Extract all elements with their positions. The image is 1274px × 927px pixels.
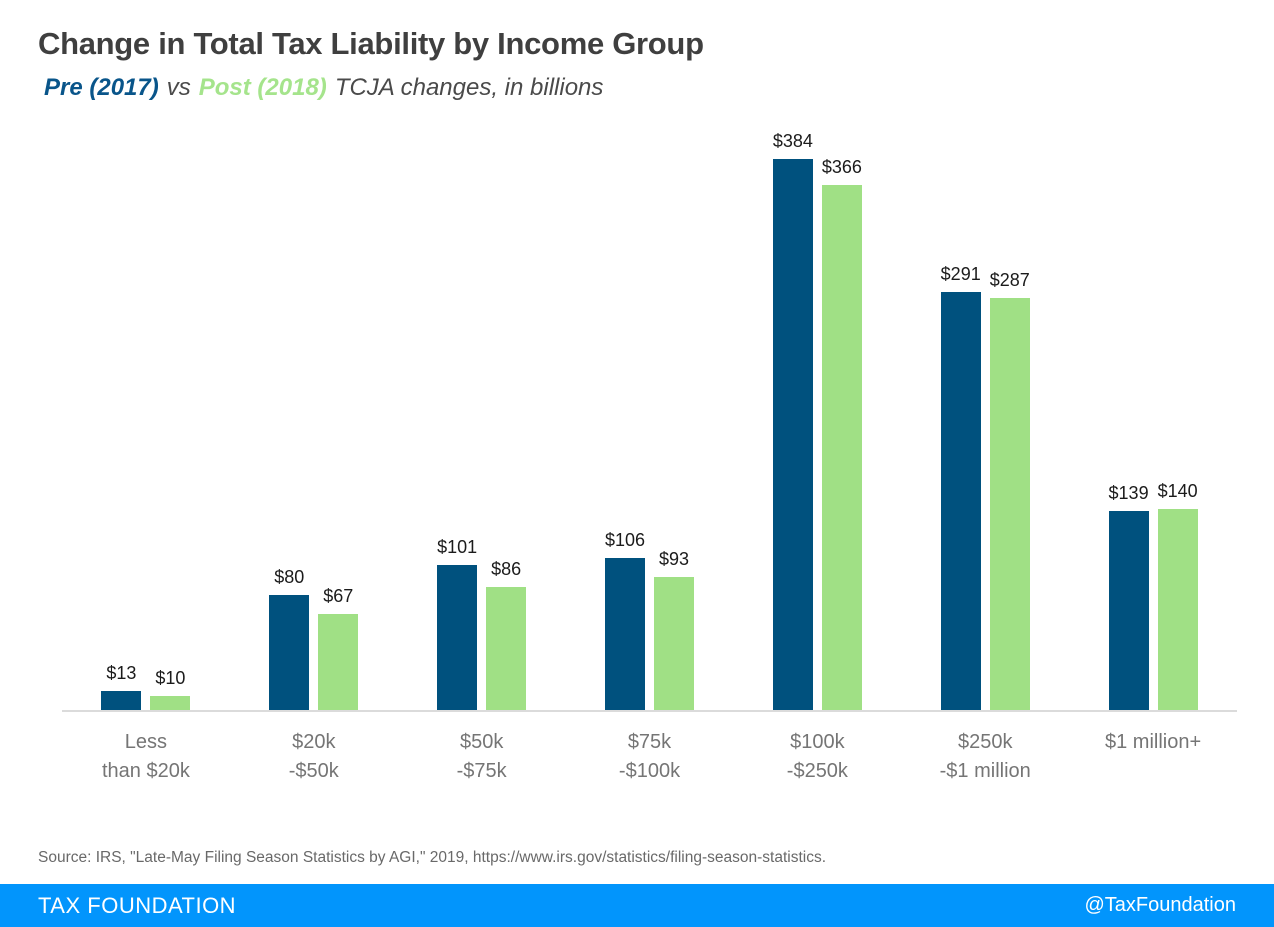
bar-group: $106 $93 — [566, 530, 734, 710]
x-axis-category-label: $250k -$1 million — [939, 731, 1031, 782]
bar-pre-2017 — [605, 558, 645, 710]
bar-column-pre-2017: $291 — [941, 264, 981, 710]
bar-value-label: $80 — [274, 567, 305, 587]
bar-post-2018 — [989, 298, 1030, 710]
bar-column-post-2018: $10 — [150, 668, 191, 710]
grouped-bar-chart: $13 $10 $80 $67 $101 $86 $106 $93 $384 $366 $291 $2… — [62, 117, 1237, 786]
bar-column-pre-2017: $13 — [101, 663, 142, 710]
legend-pre-label: Pre (2017) — [44, 74, 159, 101]
bar-column-post-2018: $287 — [990, 270, 1030, 710]
bar-value-label: $384 — [772, 131, 813, 151]
bar-value-label: $101 — [437, 537, 478, 557]
subtitle-description: TCJA changes, in billions — [334, 74, 604, 101]
bar-group: $13 $10 — [62, 663, 230, 710]
bar-group: $139 $140 — [1069, 481, 1237, 710]
bar-value-label: $13 — [106, 663, 137, 683]
bar-value-label: $10 — [155, 668, 186, 688]
x-axis-labels: Less than $20k $20k -$50k $50k -$75k $75k -$100… — [62, 712, 1237, 786]
bar-value-label: $140 — [1157, 481, 1198, 501]
bar-value-label: $86 — [491, 559, 522, 579]
bar-value-label: $291 — [940, 264, 981, 284]
bar-group: $80 $67 — [230, 567, 398, 710]
bar-column-post-2018: $67 — [318, 586, 359, 710]
x-axis-category-label: $1 million+ — [1105, 731, 1202, 753]
bar-value-label: $287 — [989, 270, 1030, 290]
plot-area: $13 $10 $80 $67 $101 $86 $106 $93 $384 $366 $291 $2… — [62, 117, 1237, 710]
bar-pre-2017 — [1108, 511, 1149, 710]
bar-value-label: $93 — [659, 549, 690, 569]
bar-value-label: $139 — [1108, 483, 1149, 503]
bar-post-2018 — [821, 185, 862, 710]
bar-column-pre-2017: $101 — [437, 537, 477, 710]
bar-group: $291 $287 — [901, 264, 1069, 710]
bar-post-2018 — [1157, 509, 1198, 710]
bar-pre-2017 — [437, 565, 478, 710]
bar-value-label: $106 — [604, 530, 646, 550]
footer-bar: TAX FOUNDATION @TaxFoundation — [0, 884, 1274, 927]
bar-column-post-2018: $140 — [1158, 481, 1198, 710]
bar-value-label: $366 — [821, 157, 862, 177]
bar-post-2018 — [318, 614, 359, 710]
x-axis-line — [62, 710, 1237, 712]
bar-pre-2017 — [269, 595, 310, 710]
bar-column-post-2018: $86 — [486, 559, 527, 710]
subtitle-vs-text: vs — [166, 74, 191, 101]
bar-pre-2017 — [940, 292, 981, 710]
bar-pre-2017 — [772, 159, 813, 710]
x-axis-category-label: $100k -$250k — [786, 731, 848, 782]
bar-column-pre-2017: $384 — [773, 131, 813, 710]
legend-post-label: Post (2018) — [198, 74, 327, 101]
twitter-handle: @TaxFoundation — [1084, 894, 1236, 916]
infographic-page: Change in Total Tax Liability by Income … — [0, 26, 1274, 927]
bar-column-post-2018: $93 — [654, 549, 695, 710]
x-axis-category-label: $20k -$50k — [288, 731, 339, 782]
chart-title: Change in Total Tax Liability by Income … — [38, 26, 704, 61]
bar-group: $101 $86 — [398, 537, 566, 710]
bar-post-2018 — [150, 696, 191, 710]
bar-column-pre-2017: $80 — [269, 567, 310, 710]
x-axis-category-label: $75k -$100k — [618, 731, 681, 782]
x-axis-category-label: $50k -$75k — [456, 731, 507, 782]
bar-column-pre-2017: $106 — [605, 530, 645, 710]
bar-post-2018 — [654, 577, 695, 710]
bar-group: $384 $366 — [733, 131, 901, 710]
chart-subtitle: Pre (2017) vs Post (2018) TCJA changes, in … — [44, 74, 1236, 102]
bar-value-label: $67 — [323, 586, 354, 606]
bar-column-post-2018: $366 — [822, 157, 862, 710]
brand-name: TAX FOUNDATION — [38, 892, 237, 918]
bar-pre-2017 — [101, 691, 142, 710]
source-note: Source: IRS, "Late-May Filing Season Sta… — [38, 849, 827, 866]
x-axis-category-label: Less than $20k — [102, 731, 190, 782]
bar-column-pre-2017: $139 — [1109, 483, 1149, 710]
bar-post-2018 — [486, 587, 527, 710]
